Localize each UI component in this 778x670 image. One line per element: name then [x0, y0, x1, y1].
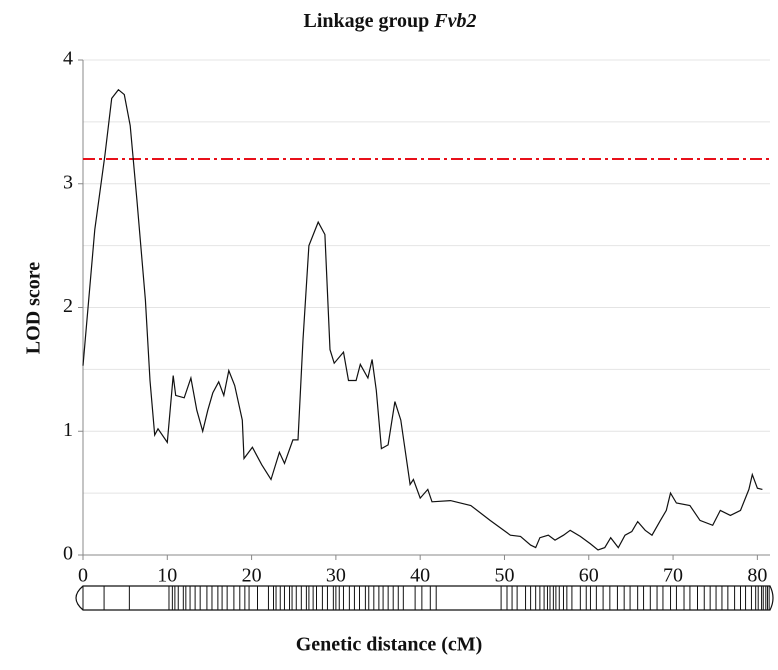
y-tick-label: 0	[63, 543, 73, 565]
x-tick-label: 10	[157, 565, 177, 587]
x-tick-label: 40	[410, 565, 430, 587]
x-axis-label: Genetic distance (cM)	[296, 634, 483, 656]
title-group: Fvb2	[433, 10, 476, 32]
y-tick-label: 3	[63, 171, 73, 193]
x-tick-label: 60	[579, 565, 599, 587]
x-tick-label: 30	[326, 565, 346, 587]
x-tick-label: 70	[663, 565, 683, 587]
x-tick-label: 50	[494, 565, 514, 587]
y-tick-label: 4	[63, 48, 73, 70]
y-tick-label: 2	[63, 295, 73, 317]
title-text: Linkage group	[304, 10, 430, 32]
linkage-bar	[75, 585, 774, 611]
x-tick-label: 20	[242, 565, 262, 587]
x-tick-label: 80	[747, 565, 767, 587]
y-axis-label: LOD score	[23, 262, 45, 355]
lod-line	[82, 88, 763, 551]
chart-title: Linkage group Fvb2	[304, 10, 477, 32]
y-tick-label: 1	[63, 419, 73, 441]
x-tick-label: 0	[78, 565, 88, 587]
